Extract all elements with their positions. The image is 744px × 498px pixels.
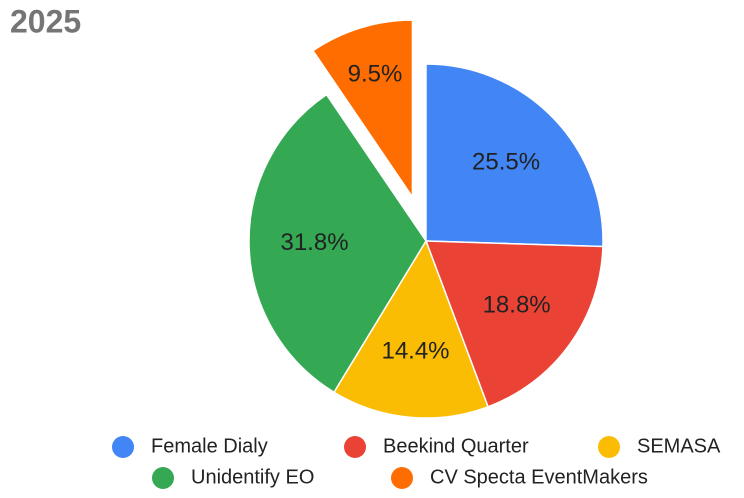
slice-label: 18.8%: [483, 291, 551, 318]
legend-swatch: [152, 467, 174, 489]
legend-swatch: [344, 436, 366, 458]
legend-label: SEMASA: [637, 435, 721, 457]
slice-label: 25.5%: [472, 149, 540, 176]
legend-swatch: [112, 436, 134, 458]
pie-slice: [311, 19, 414, 200]
legend-swatch: [391, 467, 413, 489]
pie-slice: [425, 63, 604, 248]
legend-label: CV Specta EventMakers: [430, 466, 648, 488]
legend-swatch: [598, 436, 620, 458]
pie-slice: [424, 240, 604, 408]
pie-slice: [248, 93, 427, 394]
chart-title: 2025: [10, 3, 81, 39]
slice-label: 9.5%: [348, 61, 403, 88]
legend-label: Female Dialy: [151, 435, 268, 457]
legend-label: Beekind Quarter: [383, 435, 529, 457]
slice-label: 31.8%: [280, 229, 348, 256]
pie-slice: [332, 239, 490, 419]
slice-label: 14.4%: [381, 337, 449, 364]
legend-label: Unidentify EO: [191, 466, 314, 488]
